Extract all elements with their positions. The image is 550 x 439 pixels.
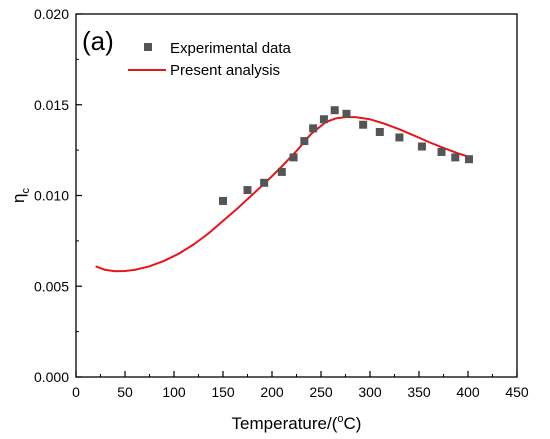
x-axis-title: Temperature/(oC) xyxy=(232,413,362,433)
y-tick-label: 0.020 xyxy=(34,6,69,22)
y-tick-labels: 0.000 0.005 0.010 0.015 0.020 xyxy=(34,6,69,385)
experimental-data-point xyxy=(437,147,446,156)
legend-label-experimental-data: Experimental data xyxy=(170,40,292,57)
experimental-data-point xyxy=(300,137,309,146)
legend-marker-experimental-data xyxy=(144,43,152,51)
plot-area xyxy=(75,13,518,378)
y-tick-label: 0.010 xyxy=(34,188,69,204)
experimental-data-point xyxy=(289,153,298,162)
experimental-data-point xyxy=(330,106,339,115)
experimental-data-point xyxy=(464,155,473,164)
x-tick-label: 450 xyxy=(505,384,529,400)
present-analysis-line xyxy=(95,116,469,273)
y-axis-title: ηc xyxy=(9,188,32,203)
experimental-data-point xyxy=(342,109,351,118)
x-tick-label: 100 xyxy=(162,384,186,400)
experimental-data-point xyxy=(219,196,227,205)
experimental-data-point xyxy=(359,120,368,129)
experimental-data-point xyxy=(277,167,286,176)
legend: Experimental data Present analysis xyxy=(128,40,292,79)
x-tick-label: 50 xyxy=(117,384,133,400)
experimental-data-point xyxy=(417,142,426,151)
experimental-data-point xyxy=(451,153,460,162)
experimental-data-point xyxy=(319,115,328,124)
series-present-analysis xyxy=(95,116,469,273)
experimental-data-point xyxy=(375,127,384,136)
legend-label-present-analysis: Present analysis xyxy=(170,62,280,79)
y-tick-label: 0.000 xyxy=(34,369,69,385)
x-tick-label: 250 xyxy=(309,384,333,400)
panel-label: (a) xyxy=(82,26,114,56)
y-tick-label: 0.005 xyxy=(34,278,69,294)
x-tick-label: 400 xyxy=(456,384,480,400)
experimental-data-point xyxy=(309,124,318,133)
x-tick-label: 350 xyxy=(407,384,431,400)
experimental-data-point xyxy=(395,133,404,142)
x-tick-label: 200 xyxy=(260,384,284,400)
x-tick-label: 0 xyxy=(72,384,80,400)
experimental-data-point xyxy=(260,178,269,187)
x-tick-label: 300 xyxy=(358,384,382,400)
y-tick-label: 0.015 xyxy=(34,97,69,113)
experimental-data-point xyxy=(243,186,252,195)
x-tick-label: 150 xyxy=(211,384,235,400)
series-experimental-data xyxy=(219,106,473,205)
axis-ticks xyxy=(75,13,518,378)
x-tick-labels: 0 50 100 150 200 250 300 350 400 450 xyxy=(72,384,529,400)
